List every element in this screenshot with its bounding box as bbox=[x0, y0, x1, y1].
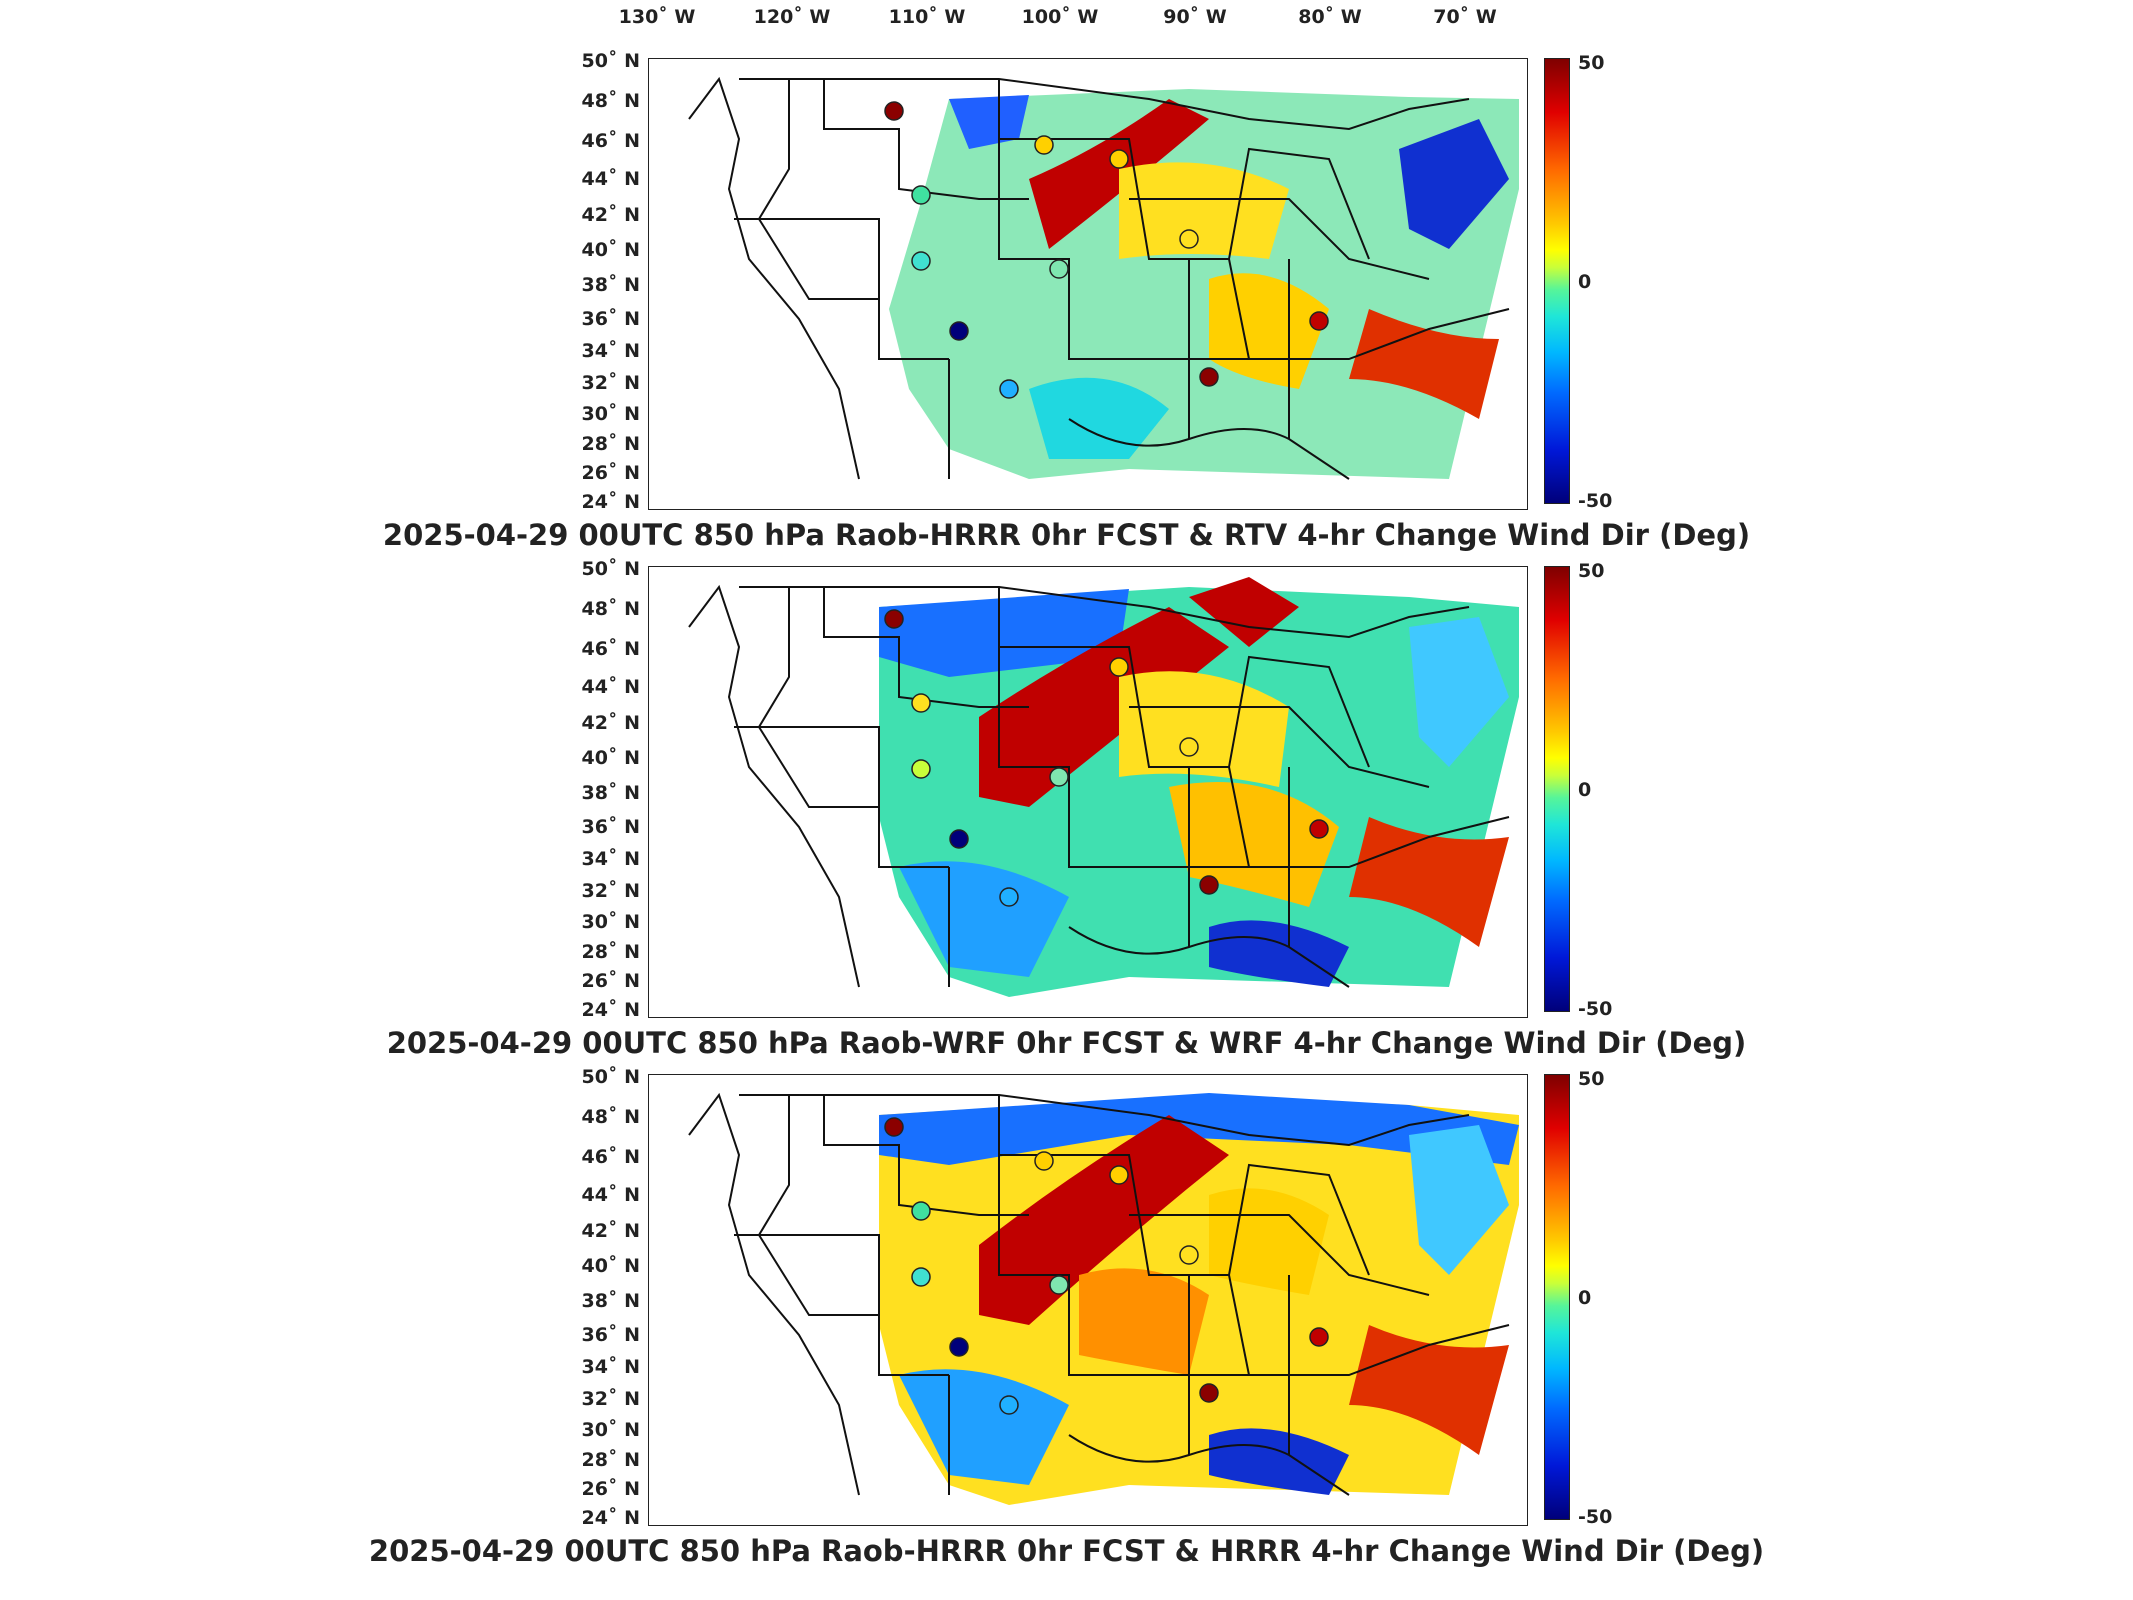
longitude-axis: 130˚ W 120˚ W 110˚ W 100˚ W 90˚ W 80˚ W … bbox=[0, 6, 2133, 36]
colorbar-mid-label: 0 bbox=[1578, 1287, 1592, 1309]
colorbar-max-label: 50 bbox=[1578, 560, 1605, 582]
lat-tick: 46˚ N bbox=[581, 638, 640, 660]
map-frame bbox=[648, 58, 1528, 510]
lat-tick: 32˚ N bbox=[581, 880, 640, 902]
colorbar bbox=[1544, 566, 1570, 1012]
colorbar bbox=[1544, 1074, 1570, 1520]
lat-tick: 26˚ N bbox=[581, 970, 640, 992]
lat-tick: 48˚ N bbox=[581, 1106, 640, 1128]
lat-tick: 50˚ N bbox=[581, 558, 640, 580]
lon-tick: 80˚ W bbox=[1298, 6, 1362, 28]
lat-tick: 28˚ N bbox=[581, 1449, 640, 1471]
lat-tick: 46˚ N bbox=[581, 1146, 640, 1168]
lat-tick: 40˚ N bbox=[581, 747, 640, 769]
lat-tick: 40˚ N bbox=[581, 1255, 640, 1277]
wind-change-map bbox=[688, 1092, 1519, 1505]
lat-tick: 28˚ N bbox=[581, 941, 640, 963]
lat-tick: 42˚ N bbox=[581, 712, 640, 734]
map-frame bbox=[648, 566, 1528, 1018]
wind-change-map bbox=[688, 76, 1519, 480]
lat-tick: 34˚ N bbox=[581, 848, 640, 870]
lat-tick: 46˚ N bbox=[581, 130, 640, 152]
lat-tick: 28˚ N bbox=[581, 433, 640, 455]
lat-tick: 42˚ N bbox=[581, 1220, 640, 1242]
lat-tick: 38˚ N bbox=[581, 274, 640, 296]
lon-tick: 120˚ W bbox=[753, 6, 831, 28]
colorbar-min-label: -50 bbox=[1578, 1506, 1613, 1528]
lat-tick: 38˚ N bbox=[581, 782, 640, 804]
lon-tick: 130˚ W bbox=[618, 6, 696, 28]
lat-tick: 24˚ N bbox=[581, 999, 640, 1021]
lat-tick: 34˚ N bbox=[581, 1356, 640, 1378]
lat-tick: 36˚ N bbox=[581, 308, 640, 330]
colorbar bbox=[1544, 58, 1570, 504]
lat-tick: 44˚ N bbox=[581, 168, 640, 190]
colorbar-mid-label: 0 bbox=[1578, 779, 1592, 801]
lat-tick: 50˚ N bbox=[581, 1066, 640, 1088]
lat-tick: 30˚ N bbox=[581, 911, 640, 933]
colorbar-max-label: 50 bbox=[1578, 1068, 1605, 1090]
lat-tick: 30˚ N bbox=[581, 1419, 640, 1441]
lat-tick: 24˚ N bbox=[581, 1507, 640, 1529]
lat-tick: 36˚ N bbox=[581, 816, 640, 838]
panel-title: 2025-04-29 00UTC 850 hPa Raob-WRF 0hr FC… bbox=[386, 1026, 1747, 1060]
lon-tick: 110˚ W bbox=[888, 6, 966, 28]
lat-tick: 48˚ N bbox=[581, 90, 640, 112]
colorbar-max-label: 50 bbox=[1578, 52, 1605, 74]
lat-tick: 44˚ N bbox=[581, 1184, 640, 1206]
colorbar-min-label: -50 bbox=[1578, 490, 1613, 512]
lat-tick: 48˚ N bbox=[581, 598, 640, 620]
lat-tick: 38˚ N bbox=[581, 1290, 640, 1312]
lon-tick: 90˚ W bbox=[1163, 6, 1227, 28]
panel-title: 2025-04-29 00UTC 850 hPa Raob-HRRR 0hr F… bbox=[382, 518, 1751, 552]
lat-tick: 36˚ N bbox=[581, 1324, 640, 1346]
lat-tick: 34˚ N bbox=[581, 340, 640, 362]
lat-tick: 30˚ N bbox=[581, 403, 640, 425]
lat-tick: 26˚ N bbox=[581, 462, 640, 484]
lat-tick: 44˚ N bbox=[581, 676, 640, 698]
lat-tick: 24˚ N bbox=[581, 491, 640, 513]
lat-tick: 50˚ N bbox=[581, 50, 640, 72]
wind-change-map bbox=[688, 577, 1519, 997]
lat-tick: 40˚ N bbox=[581, 239, 640, 261]
lat-tick: 32˚ N bbox=[581, 1388, 640, 1410]
colorbar-mid-label: 0 bbox=[1578, 271, 1592, 293]
map-frame bbox=[648, 1074, 1528, 1526]
lon-tick: 70˚ W bbox=[1433, 6, 1497, 28]
colorbar-min-label: -50 bbox=[1578, 998, 1613, 1020]
lon-tick: 100˚ W bbox=[1021, 6, 1099, 28]
lat-tick: 32˚ N bbox=[581, 372, 640, 394]
lat-tick: 42˚ N bbox=[581, 204, 640, 226]
panel-title: 2025-04-29 00UTC 850 hPa Raob-HRRR 0hr F… bbox=[368, 1534, 1765, 1568]
lat-tick: 26˚ N bbox=[581, 1478, 640, 1500]
